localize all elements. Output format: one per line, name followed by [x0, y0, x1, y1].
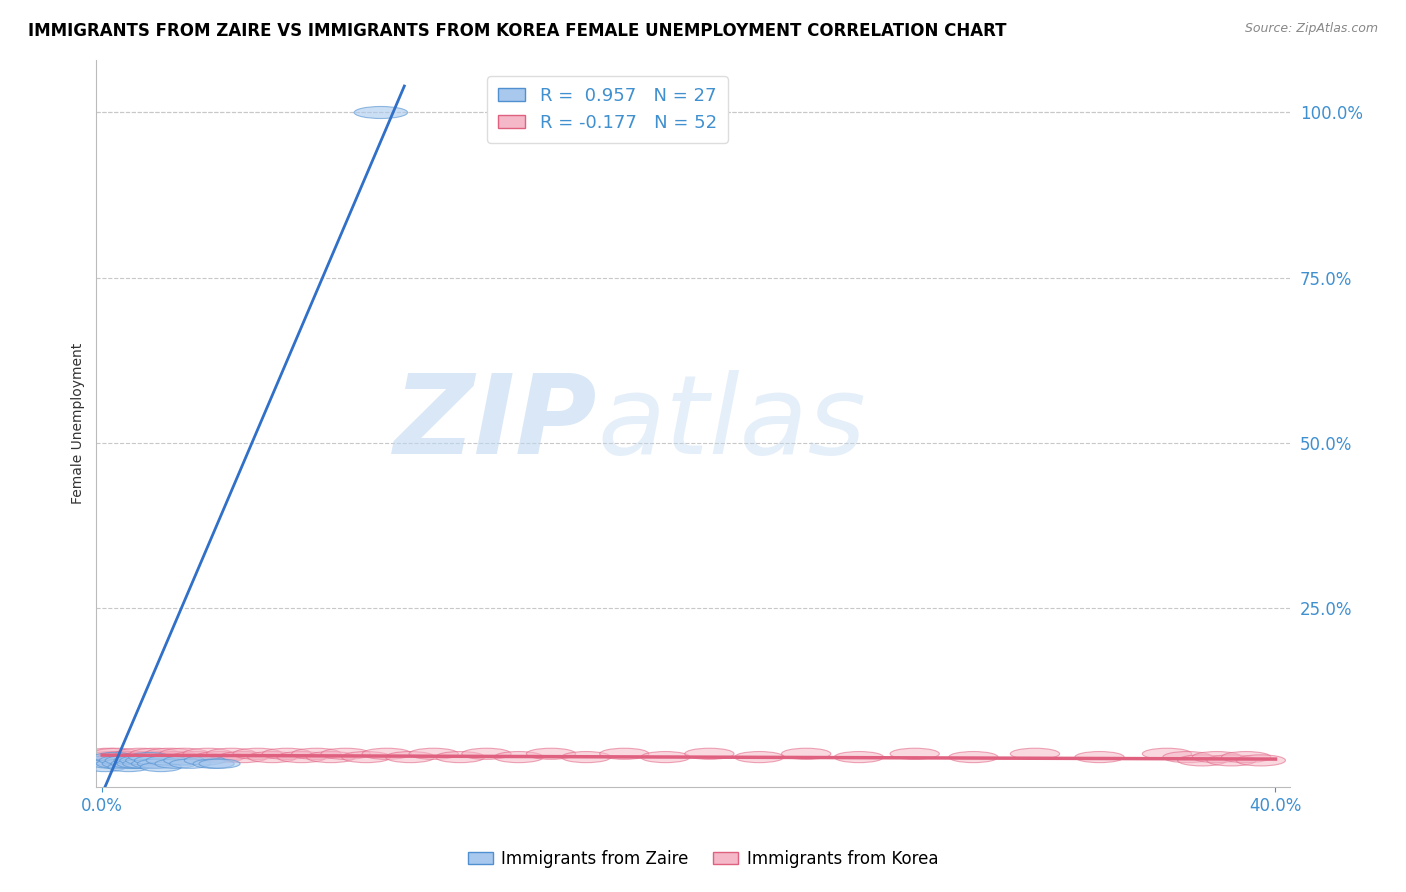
- Circle shape: [104, 755, 153, 766]
- Circle shape: [105, 756, 146, 765]
- Circle shape: [321, 748, 370, 759]
- Circle shape: [114, 756, 155, 765]
- Legend: Immigrants from Zaire, Immigrants from Korea: Immigrants from Zaire, Immigrants from K…: [461, 844, 945, 875]
- Circle shape: [98, 752, 148, 763]
- Circle shape: [183, 748, 232, 759]
- Circle shape: [80, 755, 129, 766]
- Circle shape: [128, 753, 170, 762]
- Circle shape: [111, 759, 152, 768]
- Circle shape: [108, 763, 149, 772]
- Circle shape: [363, 748, 412, 759]
- Circle shape: [1177, 755, 1227, 766]
- Circle shape: [87, 756, 128, 765]
- Circle shape: [125, 756, 167, 765]
- Circle shape: [146, 756, 187, 765]
- Circle shape: [155, 759, 195, 768]
- Circle shape: [93, 748, 142, 759]
- Circle shape: [138, 759, 179, 768]
- Circle shape: [291, 748, 342, 759]
- Legend: R =  0.957   N = 27, R = -0.177   N = 52: R = 0.957 N = 27, R = -0.177 N = 52: [488, 76, 728, 143]
- Circle shape: [200, 759, 240, 768]
- Circle shape: [117, 759, 157, 768]
- Circle shape: [207, 748, 256, 759]
- Circle shape: [1011, 748, 1060, 759]
- Circle shape: [1142, 748, 1192, 759]
- Circle shape: [97, 759, 138, 768]
- Circle shape: [100, 756, 141, 765]
- Circle shape: [561, 752, 610, 763]
- Circle shape: [526, 748, 575, 759]
- Circle shape: [685, 748, 734, 759]
- Circle shape: [83, 748, 132, 759]
- Circle shape: [233, 748, 283, 759]
- Circle shape: [170, 759, 211, 768]
- Circle shape: [1163, 752, 1212, 763]
- Circle shape: [1192, 752, 1241, 763]
- Circle shape: [145, 748, 194, 759]
- Circle shape: [110, 752, 159, 763]
- Circle shape: [150, 752, 200, 763]
- Circle shape: [86, 752, 135, 763]
- Circle shape: [136, 752, 186, 763]
- Circle shape: [132, 759, 173, 768]
- Text: IMMIGRANTS FROM ZAIRE VS IMMIGRANTS FROM KOREA FEMALE UNEMPLOYMENT CORRELATION C: IMMIGRANTS FROM ZAIRE VS IMMIGRANTS FROM…: [28, 22, 1007, 40]
- Circle shape: [115, 748, 165, 759]
- Circle shape: [354, 106, 408, 119]
- Circle shape: [1222, 752, 1271, 763]
- Circle shape: [103, 759, 143, 768]
- Circle shape: [122, 759, 165, 768]
- Y-axis label: Female Unemployment: Female Unemployment: [72, 343, 86, 504]
- Circle shape: [277, 752, 326, 763]
- Circle shape: [461, 748, 512, 759]
- Circle shape: [1206, 755, 1256, 766]
- Circle shape: [734, 752, 785, 763]
- Circle shape: [135, 756, 176, 765]
- Circle shape: [436, 752, 485, 763]
- Circle shape: [385, 752, 434, 763]
- Circle shape: [90, 759, 132, 768]
- Circle shape: [184, 756, 225, 765]
- Circle shape: [949, 752, 998, 763]
- Circle shape: [195, 752, 245, 763]
- Text: Source: ZipAtlas.com: Source: ZipAtlas.com: [1244, 22, 1378, 36]
- Circle shape: [494, 752, 543, 763]
- Circle shape: [782, 748, 831, 759]
- Circle shape: [160, 748, 209, 759]
- Circle shape: [1074, 752, 1125, 763]
- Circle shape: [172, 752, 221, 763]
- Circle shape: [247, 752, 297, 763]
- Circle shape: [307, 752, 356, 763]
- Circle shape: [600, 748, 650, 759]
- Text: ZIP: ZIP: [394, 369, 598, 476]
- Circle shape: [641, 752, 690, 763]
- Circle shape: [120, 756, 160, 765]
- Text: atlas: atlas: [598, 369, 866, 476]
- Circle shape: [193, 759, 235, 768]
- Circle shape: [342, 752, 391, 763]
- Circle shape: [131, 748, 180, 759]
- Circle shape: [409, 748, 458, 759]
- Circle shape: [121, 752, 172, 763]
- Circle shape: [93, 753, 135, 762]
- Circle shape: [1236, 755, 1285, 766]
- Circle shape: [84, 763, 125, 772]
- Circle shape: [218, 752, 267, 763]
- Circle shape: [834, 752, 883, 763]
- Circle shape: [890, 748, 939, 759]
- Circle shape: [165, 756, 205, 765]
- Circle shape: [141, 763, 181, 772]
- Circle shape: [263, 748, 312, 759]
